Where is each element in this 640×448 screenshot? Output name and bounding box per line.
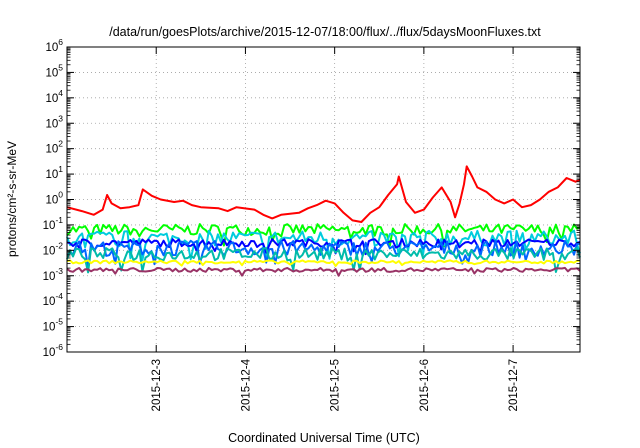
y-tick-label: 10-2 xyxy=(43,240,64,257)
y-tick-label: 10-4 xyxy=(43,291,64,308)
x-tick-label: 2015-12-7 xyxy=(508,359,520,411)
x-tick-label: 2015-12-4 xyxy=(240,358,252,411)
y-tick-label: 102 xyxy=(45,139,63,156)
series-line-7 xyxy=(66,266,581,277)
x-axis-label: Coordinated Universal Time (UTC) xyxy=(228,431,420,445)
y-axis-label: protons/cm²-s-sr-MeV xyxy=(5,141,19,257)
y-tick-label: 101 xyxy=(45,164,63,181)
grid xyxy=(67,47,580,352)
series-line-5 xyxy=(66,247,581,274)
series-line-6 xyxy=(66,259,581,267)
x-tick-label: 2015-12-6 xyxy=(419,359,431,411)
series-line-0 xyxy=(66,165,581,223)
y-tick-label: 10-3 xyxy=(43,266,64,283)
y-tick-label: 104 xyxy=(45,88,63,105)
series-line-1 xyxy=(66,223,581,248)
y-tick-label: 10-1 xyxy=(43,215,64,232)
y-tick-label: 106 xyxy=(45,37,63,54)
x-tick-label: 2015-12-3 xyxy=(151,359,163,411)
y-tick-label: 103 xyxy=(45,113,63,130)
y-axis-ticks: 10-6 10-5 10-4 10-3 10-2 10-1 100 101 102 103 104 1… xyxy=(43,37,580,359)
x-tick-label: 2015-12-5 xyxy=(330,359,342,411)
y-tick-label: 10-6 xyxy=(43,342,64,359)
y-tick-label: 10-5 xyxy=(43,317,64,334)
x-axis-ticks: 2015-12-3 2015-12-4 2015-12-5 2015-12-6 2015… xyxy=(151,47,520,411)
chart-title: /data/run/goesPlots/archive/2015-12-07/1… xyxy=(109,25,541,39)
series-line-2 xyxy=(66,229,581,262)
y-tick-label: 105 xyxy=(45,62,63,79)
series-group xyxy=(66,165,581,277)
y-tick-label: 100 xyxy=(45,190,63,207)
